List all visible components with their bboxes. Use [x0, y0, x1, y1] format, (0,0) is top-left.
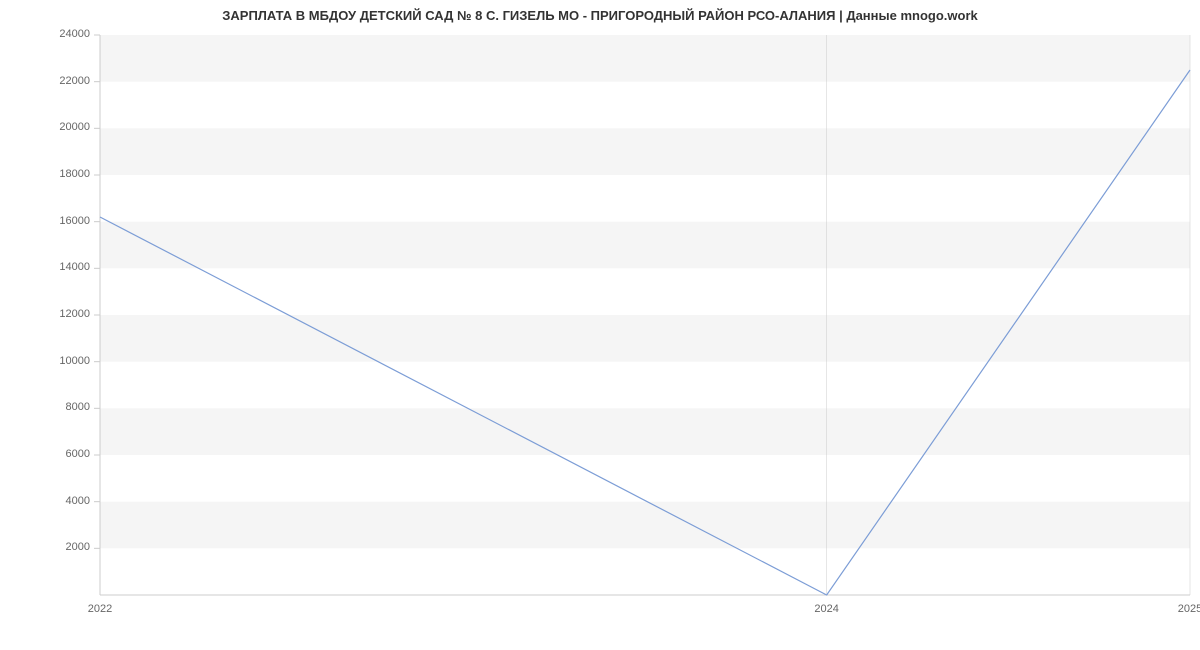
- y-tick-label: 18000: [59, 168, 90, 180]
- grid-band: [100, 35, 1190, 82]
- y-tick-label: 8000: [66, 401, 90, 413]
- grid-band: [100, 222, 1190, 269]
- x-tick-label: 2024: [797, 603, 857, 615]
- chart-svg: [100, 35, 1190, 595]
- x-tick-label: 2022: [70, 603, 130, 615]
- x-tick-label: 2025: [1160, 603, 1200, 615]
- y-tick-label: 16000: [59, 215, 90, 227]
- chart-container: ЗАРПЛАТА В МБДОУ ДЕТСКИЙ САД № 8 С. ГИЗЕ…: [0, 0, 1200, 650]
- y-tick-label: 6000: [66, 448, 90, 460]
- y-tick-label: 20000: [59, 121, 90, 133]
- y-tick-label: 22000: [59, 75, 90, 87]
- chart-title: ЗАРПЛАТА В МБДОУ ДЕТСКИЙ САД № 8 С. ГИЗЕ…: [0, 8, 1200, 23]
- grid-band: [100, 408, 1190, 455]
- y-tick-label: 14000: [59, 261, 90, 273]
- grid-band: [100, 128, 1190, 175]
- y-tick-label: 12000: [59, 308, 90, 320]
- y-tick-label: 24000: [59, 28, 90, 40]
- plot-area: [100, 35, 1190, 595]
- y-tick-label: 4000: [66, 495, 90, 507]
- grid-band: [100, 502, 1190, 549]
- y-tick-label: 2000: [66, 541, 90, 553]
- y-tick-label: 10000: [59, 355, 90, 367]
- grid-band: [100, 315, 1190, 362]
